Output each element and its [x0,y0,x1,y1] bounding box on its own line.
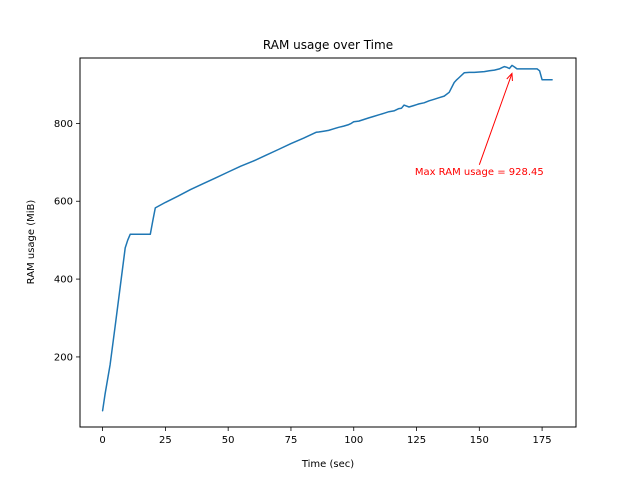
x-tick-label: 175 [533,435,552,446]
y-axis-label: RAM usage (MiB) [26,200,37,285]
y-tick-label: 200 [54,352,73,363]
x-tick-label: 0 [99,435,105,446]
x-tick-label: 75 [285,435,298,446]
x-tick-label: 50 [222,435,235,446]
x-axis-label: Time (sec) [301,459,354,470]
annotation-layer: Max RAM usage = 928.45 [415,72,544,178]
y-tick-label: 400 [54,275,73,286]
x-tick-label: 125 [407,435,426,446]
chart-title: RAM usage over Time [263,38,393,52]
y-tick-label: 800 [54,119,73,130]
y-tick-label: 600 [54,197,73,208]
x-axis-ticks: 0 25 50 75 100 125 150 175 [99,427,552,446]
annotation-arrowhead [506,72,513,82]
annotation-arrow [478,73,513,165]
x-tick-label: 150 [470,435,489,446]
x-tick-label: 25 [159,435,172,446]
ram-usage-line [101,64,553,412]
plot-frame [79,57,577,428]
max-ram-annotation: Max RAM usage = 928.45 [415,167,544,178]
y-axis-ticks: 200 400 600 800 [54,119,80,363]
x-tick-label: 100 [344,435,363,446]
series-layer [101,64,553,412]
